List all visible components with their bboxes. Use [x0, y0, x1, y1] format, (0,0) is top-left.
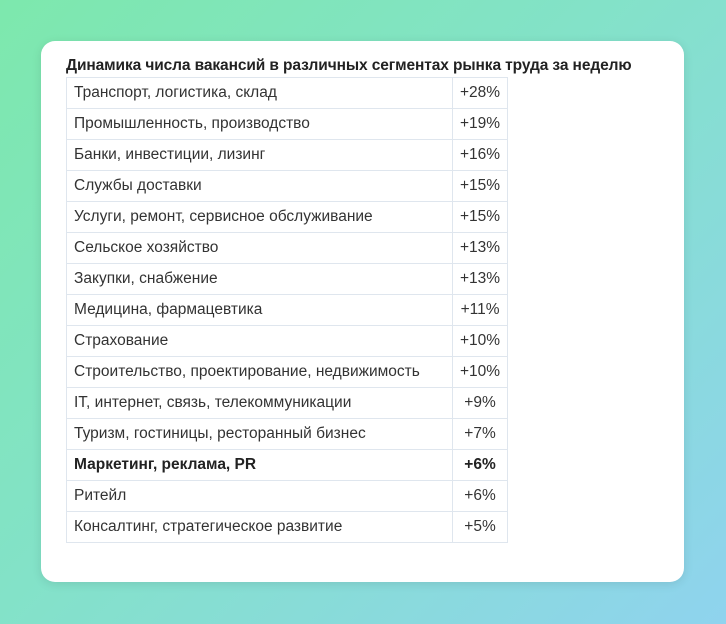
segment-name-cell: Закупки, снабжение: [66, 263, 453, 295]
table-title: Динамика числа вакансий в различных сегм…: [66, 57, 632, 74]
segment-name-cell: IT, интернет, связь, телекоммуникации: [66, 387, 453, 419]
segment-name-cell: Банки, инвестиции, лизинг: [66, 139, 453, 171]
table-row: Банки, инвестиции, лизинг +16%: [66, 139, 509, 171]
table-row: Службы доставки +15%: [66, 170, 509, 202]
segment-name-cell: Маркетинг, реклама, PR: [66, 449, 453, 481]
table-row: Консалтинг, стратегическое развитие +5%: [66, 511, 509, 543]
segment-name-cell: Туризм, гостиницы, ресторанный бизнес: [66, 418, 453, 450]
segment-name-cell: Медицина, фармацевтика: [66, 294, 453, 326]
segment-name-cell: Промышленность, производство: [66, 108, 453, 140]
table-row: Промышленность, производство +19%: [66, 108, 509, 140]
change-value-cell: +11%: [451, 294, 509, 326]
table-row: Страхование +10%: [66, 325, 509, 357]
change-value-cell: +5%: [451, 511, 509, 543]
table-row: Закупки, снабжение +13%: [66, 263, 509, 295]
change-value-cell: +28%: [451, 77, 509, 109]
change-value-cell: +13%: [451, 263, 509, 295]
segment-name-cell: Службы доставки: [66, 170, 453, 202]
change-value-cell: +16%: [451, 139, 509, 171]
segment-name-cell: Страхование: [66, 325, 453, 357]
segment-name-cell: Ритейл: [66, 480, 453, 512]
table-row: Медицина, фармацевтика +11%: [66, 294, 509, 326]
vacancy-dynamics-table: Транспорт, логистика, склад +28% Промышлен…: [66, 77, 509, 543]
change-value-cell: +15%: [451, 170, 509, 202]
table-row: IT, интернет, связь, телекоммуникации +9%: [66, 387, 509, 419]
table-row: Услуги, ремонт, сервисное обслуживание +1…: [66, 201, 509, 233]
table-row: Строительство, проектирование, недвижимо…: [66, 356, 509, 388]
table-row: Маркетинг, реклама, PR +6%: [66, 449, 509, 481]
change-value-cell: +13%: [451, 232, 509, 264]
change-value-cell: +6%: [451, 449, 509, 481]
change-value-cell: +9%: [451, 387, 509, 419]
segment-name-cell: Услуги, ремонт, сервисное обслуживание: [66, 201, 453, 233]
table-row: Сельское хозяйство +13%: [66, 232, 509, 264]
table-row: Транспорт, логистика, склад +28%: [66, 77, 509, 109]
change-value-cell: +6%: [451, 480, 509, 512]
table-row: Туризм, гостиницы, ресторанный бизнес +7%: [66, 418, 509, 450]
table-row: Ритейл +6%: [66, 480, 509, 512]
segment-name-cell: Сельское хозяйство: [66, 232, 453, 264]
change-value-cell: +10%: [451, 325, 509, 357]
change-value-cell: +15%: [451, 201, 509, 233]
change-value-cell: +10%: [451, 356, 509, 388]
change-value-cell: +7%: [451, 418, 509, 450]
segment-name-cell: Консалтинг, стратегическое развитие: [66, 511, 453, 543]
change-value-cell: +19%: [451, 108, 509, 140]
segment-name-cell: Транспорт, логистика, склад: [66, 77, 453, 109]
segment-name-cell: Строительство, проектирование, недвижимо…: [66, 356, 453, 388]
